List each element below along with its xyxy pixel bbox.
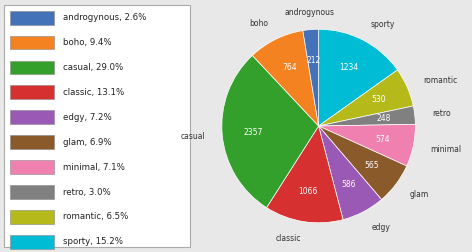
- Text: sporty, 15.2%: sporty, 15.2%: [63, 237, 124, 246]
- Wedge shape: [319, 126, 407, 200]
- Text: 574: 574: [376, 135, 390, 144]
- Text: edgy: edgy: [371, 223, 390, 232]
- Text: romantic, 6.5%: romantic, 6.5%: [63, 212, 129, 222]
- FancyBboxPatch shape: [10, 135, 53, 149]
- Text: minimal: minimal: [430, 145, 462, 154]
- Text: casual, 29.0%: casual, 29.0%: [63, 63, 124, 72]
- Text: edgy, 7.2%: edgy, 7.2%: [63, 113, 112, 122]
- FancyBboxPatch shape: [10, 160, 53, 174]
- Text: retro, 3.0%: retro, 3.0%: [63, 187, 111, 197]
- Wedge shape: [222, 55, 319, 208]
- FancyBboxPatch shape: [10, 110, 53, 124]
- Text: boho, 9.4%: boho, 9.4%: [63, 38, 112, 47]
- Wedge shape: [319, 29, 397, 126]
- Wedge shape: [319, 70, 413, 126]
- Text: 1234: 1234: [339, 63, 358, 72]
- Text: 530: 530: [371, 95, 386, 104]
- Text: androgynous: androgynous: [284, 8, 334, 17]
- FancyBboxPatch shape: [10, 210, 53, 224]
- Text: romantic: romantic: [423, 76, 457, 85]
- Text: casual: casual: [180, 132, 205, 141]
- Text: 1066: 1066: [299, 186, 318, 196]
- Text: retro: retro: [432, 109, 451, 118]
- FancyBboxPatch shape: [4, 5, 190, 247]
- FancyBboxPatch shape: [10, 85, 53, 99]
- Text: 248: 248: [377, 114, 391, 123]
- Text: 565: 565: [364, 161, 379, 170]
- Wedge shape: [267, 126, 343, 223]
- Text: classic: classic: [275, 234, 301, 243]
- Text: 586: 586: [342, 180, 356, 189]
- FancyBboxPatch shape: [10, 185, 53, 199]
- Text: glam: glam: [410, 190, 429, 199]
- Text: boho: boho: [249, 19, 268, 28]
- Wedge shape: [253, 30, 319, 126]
- Text: minimal, 7.1%: minimal, 7.1%: [63, 163, 125, 172]
- FancyBboxPatch shape: [10, 235, 53, 249]
- Text: classic, 13.1%: classic, 13.1%: [63, 88, 125, 97]
- Text: 2357: 2357: [244, 128, 263, 137]
- Wedge shape: [319, 106, 415, 126]
- Wedge shape: [319, 124, 415, 166]
- FancyBboxPatch shape: [10, 60, 53, 74]
- Text: 764: 764: [282, 62, 297, 72]
- Text: sporty: sporty: [371, 20, 396, 29]
- FancyBboxPatch shape: [10, 36, 53, 49]
- FancyBboxPatch shape: [10, 11, 53, 25]
- Text: 212: 212: [306, 56, 320, 65]
- Text: glam, 6.9%: glam, 6.9%: [63, 138, 112, 147]
- Wedge shape: [303, 29, 319, 126]
- Wedge shape: [319, 126, 381, 220]
- Text: androgynous, 2.6%: androgynous, 2.6%: [63, 13, 147, 22]
